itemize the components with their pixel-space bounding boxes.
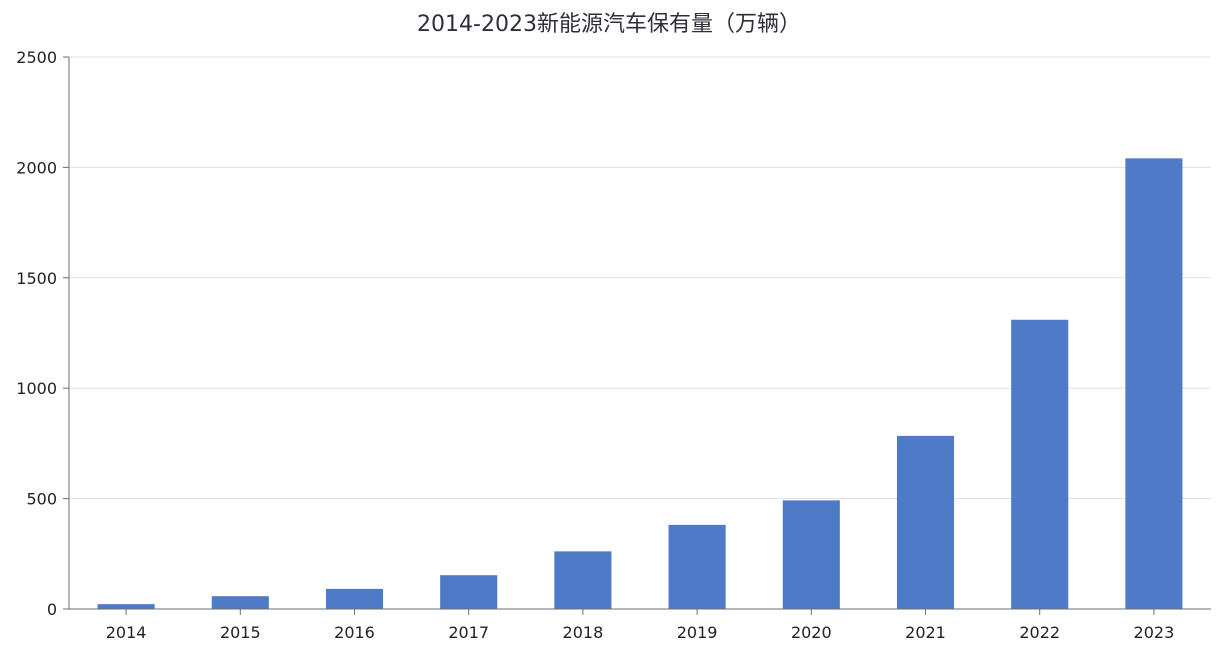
x-tick-labels: 2014 2015 2016 2017 2018 2019 2020 2021 2022 2023 bbox=[106, 623, 1175, 642]
y-tick-label: 1500 bbox=[16, 269, 57, 288]
y-tick-label: 500 bbox=[26, 490, 57, 509]
x-tick-label: 2019 bbox=[677, 623, 718, 642]
x-tick-label: 2015 bbox=[220, 623, 261, 642]
x-tick-label: 2018 bbox=[563, 623, 604, 642]
x-tick-label: 2014 bbox=[106, 623, 147, 642]
bar-2014 bbox=[97, 604, 155, 609]
bar-2018 bbox=[554, 551, 612, 609]
bar-2016 bbox=[325, 588, 384, 609]
bars bbox=[97, 158, 1183, 609]
x-tick-label: 2016 bbox=[334, 623, 375, 642]
y-tick-label: 2000 bbox=[16, 158, 57, 177]
axes bbox=[63, 56, 1211, 615]
bar-2017 bbox=[440, 575, 498, 609]
bar-2019 bbox=[668, 524, 726, 609]
bar-2021 bbox=[896, 435, 955, 609]
bar-2015 bbox=[211, 596, 269, 609]
x-tick-label: 2022 bbox=[1019, 623, 1060, 642]
x-tick-label: 2023 bbox=[1134, 623, 1175, 642]
x-tick-label: 2020 bbox=[791, 623, 832, 642]
x-tick-label: 2017 bbox=[448, 623, 489, 642]
bar-2023 bbox=[1125, 158, 1183, 609]
y-tick-label: 0 bbox=[47, 600, 57, 619]
chart-title: 2014-2023新能源汽车保有量（万辆） bbox=[417, 12, 801, 37]
y-tick-label: 1000 bbox=[16, 379, 57, 398]
bar-2022 bbox=[1011, 319, 1069, 609]
y-tick-label: 2500 bbox=[16, 48, 57, 67]
x-tick-label: 2021 bbox=[905, 623, 946, 642]
bar-2020 bbox=[782, 500, 840, 609]
y-tick-labels: 0 500 1000 1500 2000 2500 bbox=[16, 48, 57, 619]
